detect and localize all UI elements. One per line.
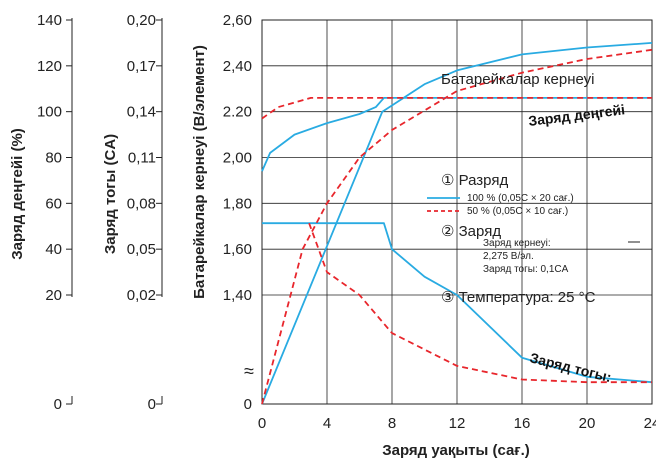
temperature-note: ③ Температура: 25 °C bbox=[441, 289, 596, 306]
voltage-tick-label: 0 bbox=[244, 396, 252, 413]
current-tick-label: 0,02 bbox=[127, 287, 156, 304]
level-tick-label: 140 bbox=[37, 12, 62, 29]
voltage-tick-label: 2.20 bbox=[223, 104, 252, 121]
plot-frame bbox=[261, 19, 653, 405]
current-tick-label: 0,11 bbox=[128, 150, 156, 167]
level-axis-title: Заряд деңгейі (%) bbox=[9, 128, 26, 260]
current-tick-label: 0,17 bbox=[127, 58, 156, 75]
level-tick-label: 40 bbox=[45, 241, 62, 258]
voltage-tick-label: 1,80 bbox=[223, 195, 252, 212]
voltage-tick-label: 1,60 bbox=[223, 241, 252, 258]
charge-current-note: Заряд тогы: 0,1CA bbox=[483, 264, 569, 275]
voltage-curve-label: Батарейкалар кернеуі bbox=[441, 71, 595, 88]
level-tick-label: 60 bbox=[45, 195, 62, 212]
curves bbox=[261, 42, 653, 405]
level-tick-label: 100 bbox=[37, 104, 62, 121]
level-tick-label: 120 bbox=[37, 58, 62, 75]
voltage-curve-50 bbox=[261, 97, 652, 120]
current-tick-label: 0,08 bbox=[127, 195, 156, 212]
level-tick-label: 0 bbox=[54, 396, 62, 413]
charge-voltage-line1: Заряд кернеуі: bbox=[483, 238, 551, 249]
x-tick-label: 20 bbox=[579, 415, 596, 432]
current-tick-label: 0,14 bbox=[127, 104, 156, 121]
voltage-tick-label: 1,40 bbox=[223, 287, 252, 304]
level-tick-label: 20 bbox=[45, 287, 62, 304]
legend-label-100: 100 % (0,05C × 20 сағ.) bbox=[467, 193, 574, 204]
discharge-title: ① Разряд bbox=[441, 172, 508, 189]
level-curve-50 bbox=[261, 48, 653, 405]
x-tick-label: 0 bbox=[258, 415, 266, 432]
current-axis-title: Заряд тогы (CA) bbox=[102, 134, 119, 254]
current-curve-100 bbox=[262, 222, 653, 384]
x-axis-title: Заряд уақыты (сағ.) bbox=[382, 442, 530, 458]
x-tick-label: 16 bbox=[514, 415, 531, 432]
legend: 100 % (0,05C × 20 сағ.) 50 % (0,05C × 10… bbox=[427, 193, 574, 217]
voltage-tick-label: 2,40 bbox=[223, 58, 252, 75]
voltage-tick-label: 2,00 bbox=[223, 150, 252, 167]
x-tick-label: 12 bbox=[449, 415, 466, 432]
legend-label-50: 50 % (0,05C × 10 сағ.) bbox=[467, 206, 568, 217]
level-curve-label: Заряд деңгейі bbox=[527, 101, 625, 129]
current-tick-label: 0 bbox=[148, 396, 156, 413]
charge-title: ② Заряд bbox=[441, 223, 501, 240]
current-tick-label: 0,20 bbox=[127, 12, 156, 29]
current-curve-50 bbox=[308, 222, 652, 384]
voltage-axis-title: Батарейкалар кернеуі (B/элемент) bbox=[191, 45, 208, 299]
x-tick-label: 4 bbox=[323, 415, 331, 432]
level-curve-100 bbox=[261, 42, 653, 405]
axis-break-mark: ≈ bbox=[244, 361, 254, 381]
voltage-curve-100 bbox=[261, 97, 652, 172]
current-tick-label: 0,05 bbox=[127, 241, 156, 258]
voltage-tick-label: 2,60 bbox=[223, 12, 252, 29]
tick-labels: 1401201008060402000,200,170,140,110,080,… bbox=[37, 12, 656, 432]
level-tick-label: 80 bbox=[45, 150, 62, 167]
charge-voltage-line2: 2,275 B/эл. bbox=[483, 251, 534, 262]
x-tick-label: 24 bbox=[644, 415, 656, 432]
x-tick-label: 8 bbox=[388, 415, 396, 432]
